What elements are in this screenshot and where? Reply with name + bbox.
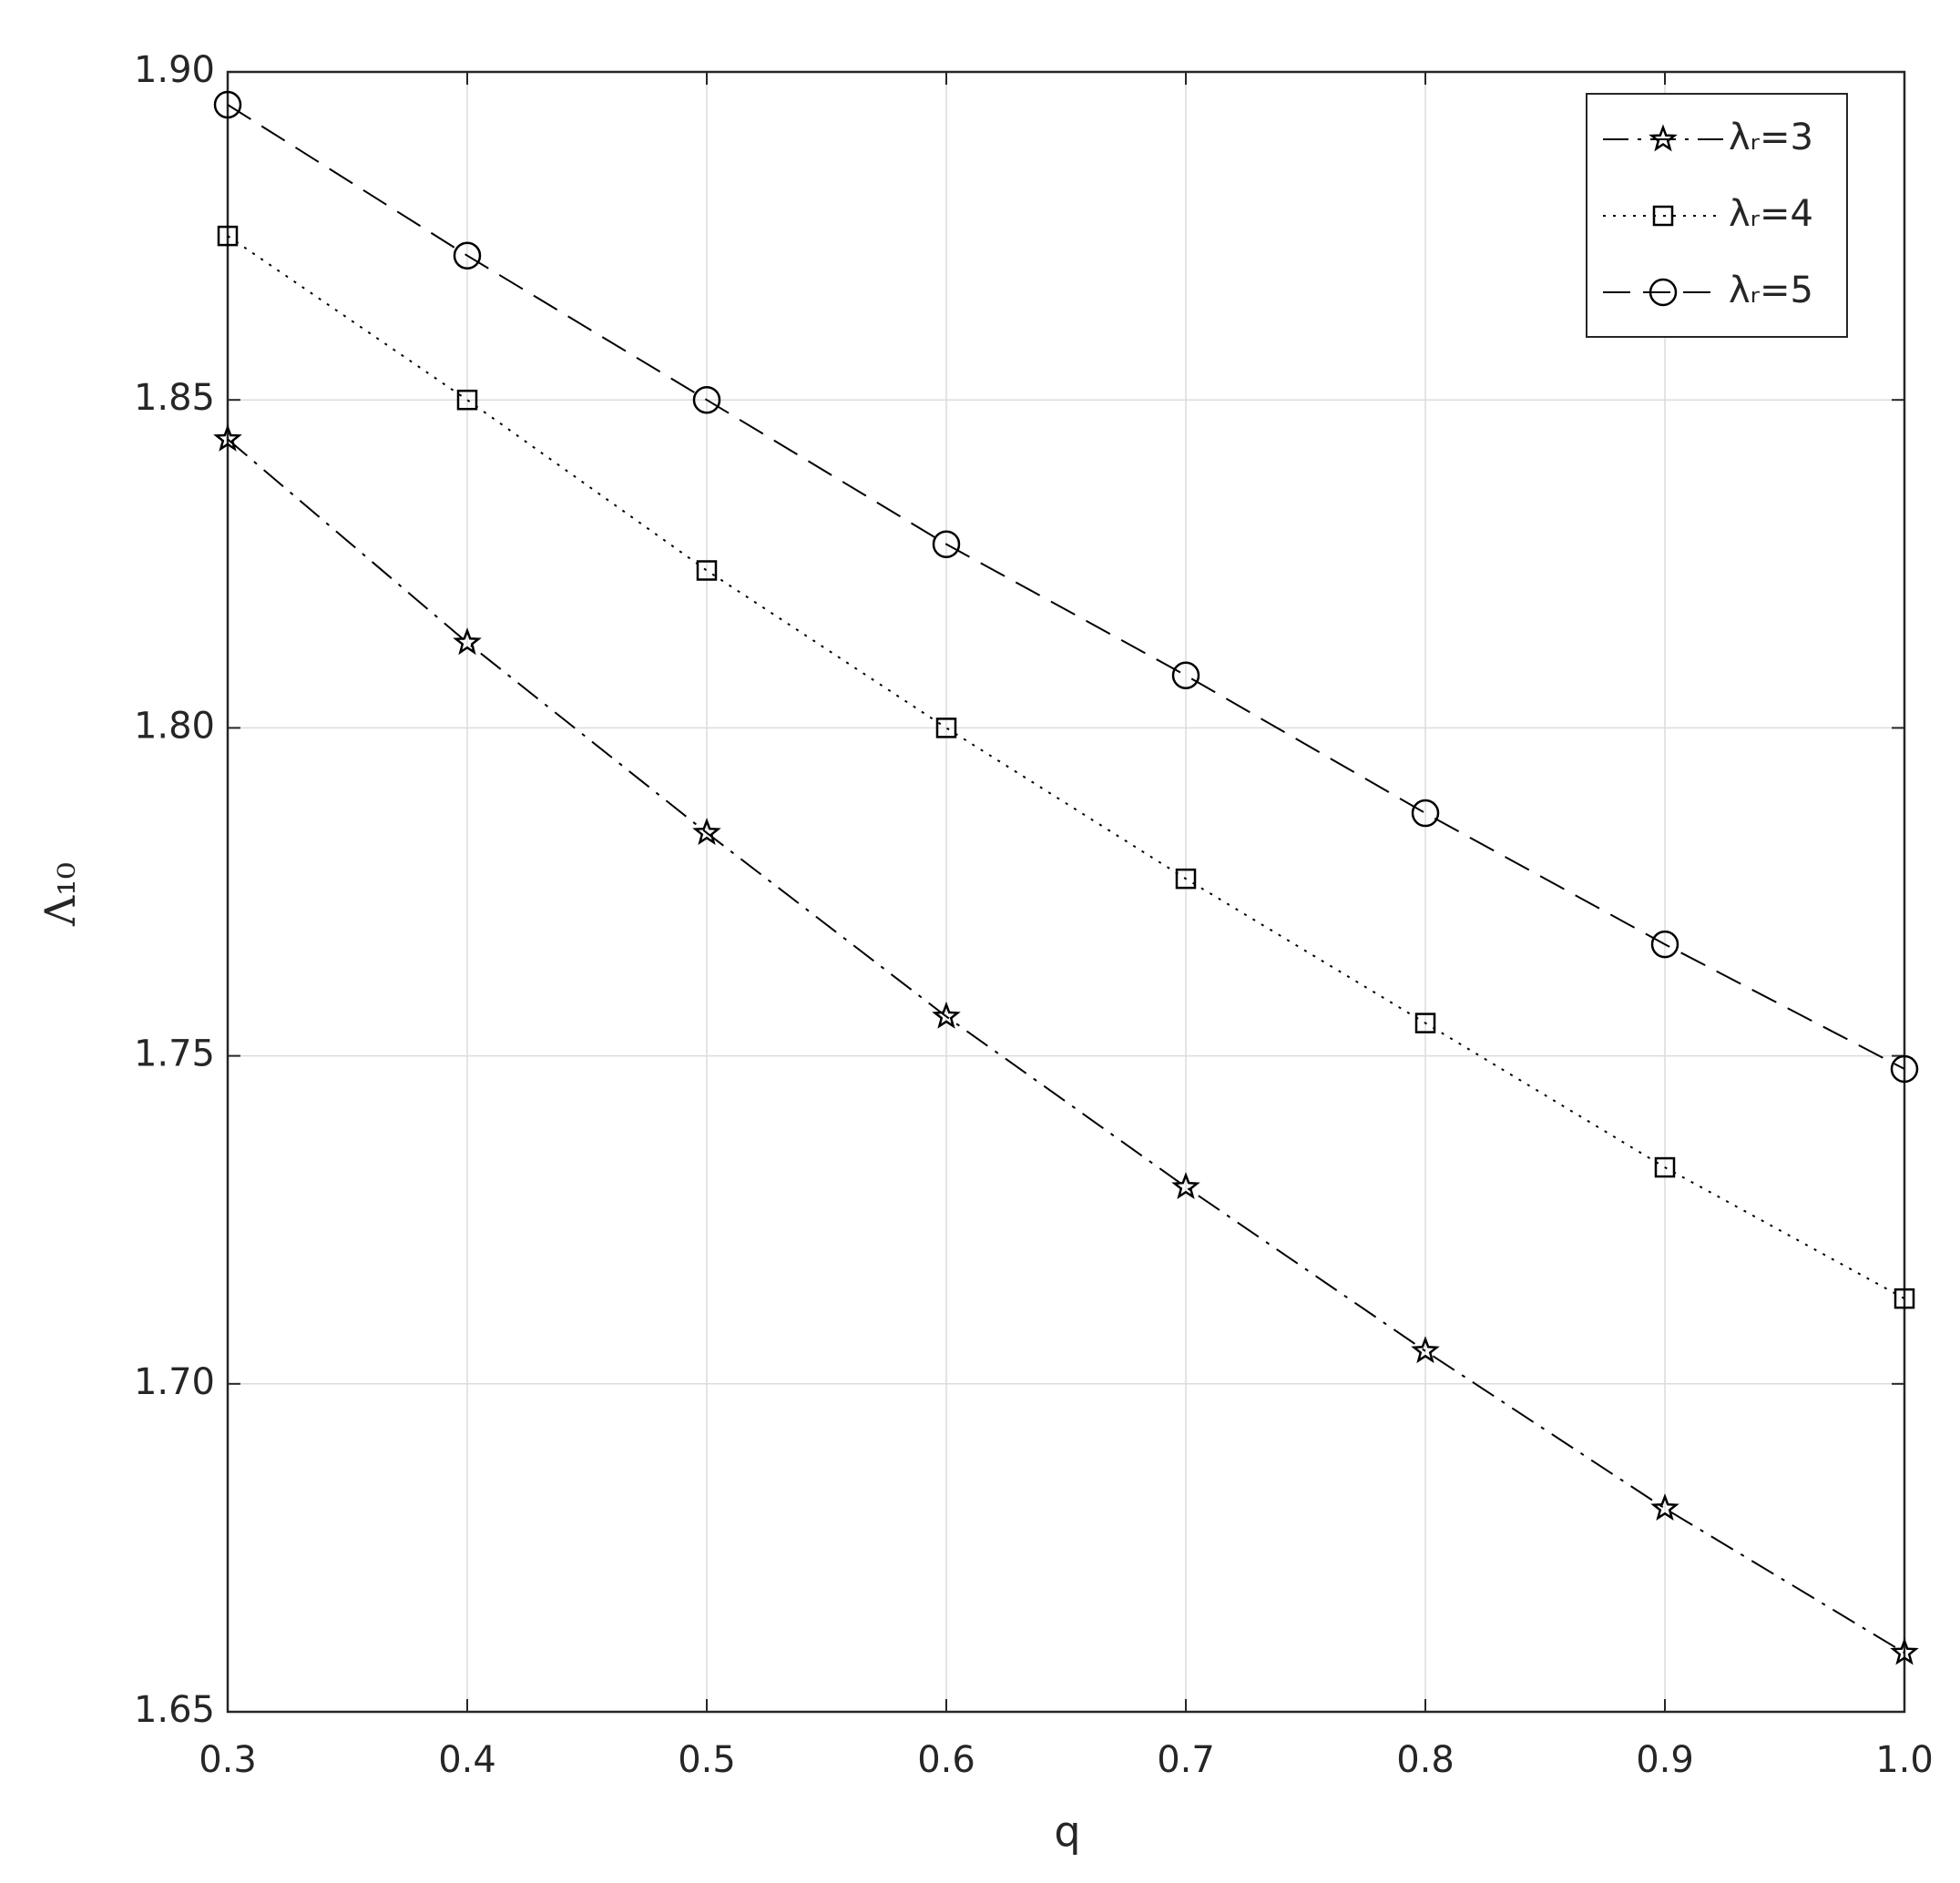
data-point bbox=[213, 423, 242, 452]
series-line bbox=[227, 104, 1905, 1070]
plot-frame bbox=[226, 70, 1906, 1714]
data-point bbox=[932, 530, 961, 558]
data-point bbox=[1654, 1156, 1676, 1178]
data-point bbox=[1175, 868, 1197, 890]
data-point bbox=[456, 389, 478, 411]
legend-label: λᵣ=3 bbox=[1729, 117, 1813, 158]
data-point bbox=[1650, 930, 1679, 959]
data-point bbox=[692, 818, 721, 846]
y-tick-label: 1.70 bbox=[134, 1361, 215, 1403]
data-point bbox=[1890, 1054, 1919, 1084]
legend-marker bbox=[1652, 205, 1674, 227]
legend-label: λᵣ=5 bbox=[1729, 270, 1813, 311]
y-tick-label: 1.65 bbox=[134, 1689, 215, 1731]
series-line bbox=[227, 235, 1905, 1300]
legend-label: λᵣ=4 bbox=[1729, 193, 1813, 235]
data-point bbox=[217, 225, 239, 247]
data-point bbox=[1650, 1493, 1679, 1522]
data-point bbox=[1890, 1637, 1919, 1665]
legend-marker bbox=[1649, 278, 1678, 307]
x-tick-label: 0.7 bbox=[1157, 1739, 1215, 1781]
x-tick-label: 0.3 bbox=[199, 1739, 257, 1781]
data-point bbox=[1171, 661, 1200, 690]
data-point bbox=[453, 627, 482, 656]
y-tick-label: 1.90 bbox=[134, 49, 215, 91]
legend-marker bbox=[1649, 124, 1678, 152]
data-point bbox=[696, 560, 718, 581]
data-point bbox=[935, 718, 957, 738]
y-tick-label: 1.75 bbox=[134, 1033, 215, 1075]
legend-box bbox=[1586, 93, 1848, 338]
data-point bbox=[453, 241, 482, 270]
plot-area bbox=[228, 72, 1904, 1712]
x-tick-label: 0.5 bbox=[678, 1739, 736, 1781]
data-point bbox=[1411, 1336, 1440, 1364]
data-point bbox=[1171, 1172, 1200, 1200]
x-tick-label: 1.0 bbox=[1875, 1739, 1934, 1781]
data-point bbox=[213, 90, 242, 119]
y-tick-label: 1.80 bbox=[134, 705, 215, 747]
data-point bbox=[1411, 799, 1440, 828]
data-point bbox=[932, 1001, 961, 1029]
x-axis-label: q bbox=[1054, 1807, 1080, 1857]
y-axis-label: Λ₁₀ bbox=[36, 862, 85, 927]
y-tick-label: 1.85 bbox=[134, 377, 215, 419]
data-point bbox=[1414, 1013, 1436, 1033]
x-tick-label: 0.4 bbox=[438, 1739, 496, 1781]
data-point bbox=[1894, 1288, 1915, 1309]
data-point bbox=[692, 385, 721, 414]
x-tick-label: 0.6 bbox=[917, 1739, 975, 1781]
x-tick-label: 0.9 bbox=[1636, 1739, 1694, 1781]
x-tick-label: 0.8 bbox=[1396, 1739, 1455, 1781]
